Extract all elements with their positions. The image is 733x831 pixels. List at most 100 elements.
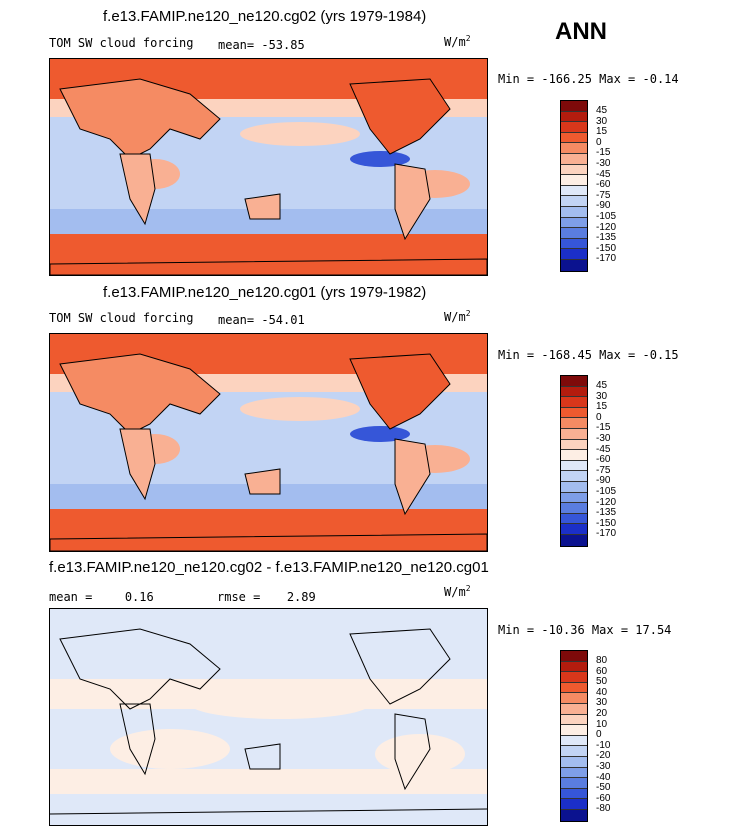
colorbar-tick-label: 30	[596, 697, 608, 709]
colorbar-tick-label: -45	[596, 168, 611, 180]
colorbar-tick-label: -45	[596, 443, 611, 455]
colorbar-tick-label: -105	[596, 486, 617, 497]
panel-3-map-field	[50, 609, 487, 825]
colorbar-swatch	[561, 460, 587, 472]
panel-3-map	[49, 608, 488, 826]
colorbar-tick-label: 10	[596, 718, 608, 730]
panel-2-units: W/m2	[444, 309, 471, 324]
colorbar-swatch	[561, 143, 587, 154]
colorbar-swatch	[561, 450, 587, 461]
colorbar-swatch	[561, 249, 587, 260]
colorbar-tick-label: -80	[596, 803, 611, 815]
panel-2-field-label: TOM SW cloud forcing	[49, 311, 194, 325]
colorbar-tick-label: -60	[596, 454, 611, 466]
panel-3-title: f.e13.FAMIP.ne120_ne120.cg02 - f.e13.FAM…	[49, 559, 489, 576]
colorbar-tick-label: -15	[596, 422, 611, 434]
colorbar-swatch	[561, 788, 587, 800]
colorbar-tick-label: -170	[596, 528, 617, 540]
colorbar-swatch	[561, 481, 587, 493]
colorbar-tick-label: 0	[596, 729, 602, 741]
panel-1-title: f.e13.FAMIP.ne120_ne120.cg02 (yrs 1979-1…	[103, 8, 427, 25]
colorbar-tick-label: -120	[596, 496, 617, 508]
colorbar-tick-label: 50	[596, 676, 608, 688]
colorbar-tick-label: -150	[596, 517, 617, 529]
colorbar-tick-label: -120	[596, 221, 617, 233]
colorbar-swatch	[561, 746, 587, 757]
panel-3-mean: mean = 0.16	[49, 590, 154, 604]
colorbar-swatch	[561, 386, 587, 398]
colorbar-swatch	[561, 809, 587, 821]
colorbar-swatch	[561, 259, 587, 271]
colorbar-swatch	[561, 206, 587, 218]
colorbar-tick-label: -20	[596, 750, 611, 762]
colorbar-swatch	[561, 439, 587, 451]
panel-2-mean: mean= -54.01	[218, 313, 305, 327]
colorbar-swatch	[561, 153, 587, 165]
colorbar-swatch	[561, 703, 587, 715]
colorbar-swatch	[561, 397, 587, 408]
colorbar-tick-label: -170	[596, 253, 617, 265]
panel-3-rmse: rmse = 2.89	[217, 590, 316, 604]
colorbar-swatch	[561, 132, 587, 144]
panel-1-colorbar	[560, 100, 588, 272]
panel-3-rmse-label: rmse =	[217, 590, 261, 604]
colorbar-swatch	[561, 513, 587, 525]
colorbar-tick-label: 80	[596, 655, 608, 666]
panel-3-units: W/m2	[444, 584, 471, 599]
colorbar-tick-label: -75	[596, 189, 611, 201]
panel-3-mean-label: mean =	[49, 590, 93, 604]
colorbar-tick-label: 30	[596, 115, 608, 127]
colorbar-tick-label: -90	[596, 475, 611, 487]
panel-2-mean-label: mean=	[218, 313, 255, 327]
colorbar-swatch	[561, 651, 587, 662]
panel-3-mean-value: 0.16	[124, 590, 154, 604]
colorbar-tick-label: 15	[596, 401, 608, 413]
colorbar-swatch	[561, 376, 587, 387]
colorbar-tick-label: -90	[596, 200, 611, 212]
colorbar-tick-label: -135	[596, 232, 617, 244]
colorbar-swatch	[561, 725, 587, 736]
colorbar-tick-label: -150	[596, 242, 617, 254]
colorbar-tick-label: 45	[596, 380, 608, 391]
colorbar-tick-label: -15	[596, 147, 611, 159]
colorbar-swatch	[561, 428, 587, 440]
colorbar-tick-label: -105	[596, 211, 617, 222]
colorbar-swatch	[561, 217, 587, 229]
panel-2-mean-value: -54.01	[261, 313, 305, 327]
colorbar-tick-label: 0	[596, 136, 602, 148]
colorbar-swatch	[561, 164, 587, 176]
colorbar-swatch	[561, 714, 587, 726]
colorbar-swatch	[561, 492, 587, 504]
colorbar-tick-label: -50	[596, 782, 611, 794]
colorbar-tick-label: 40	[596, 686, 608, 698]
colorbar-tick-label: 0	[596, 411, 602, 423]
panel-2-minmax: Min = -168.45 Max = -0.15	[498, 348, 679, 362]
colorbar-swatch	[561, 767, 587, 779]
colorbar-swatch	[561, 534, 587, 546]
colorbar-tick-label: 45	[596, 105, 608, 116]
panel-3-rmse-value: 2.89	[286, 590, 316, 604]
colorbar-swatch	[561, 228, 587, 239]
panel-3-colorbar	[560, 650, 588, 822]
colorbar-tick-label: -75	[596, 464, 611, 476]
colorbar-tick-label: -60	[596, 179, 611, 191]
colorbar-swatch	[561, 661, 587, 673]
colorbar-tick-label: -135	[596, 507, 617, 519]
colorbar-tick-label: -30	[596, 761, 611, 772]
panel-1-minmax: Min = -166.25 Max = -0.14	[498, 72, 679, 86]
colorbar-swatch	[561, 735, 587, 747]
colorbar-tick-label: 60	[596, 665, 608, 677]
panel-2-title: f.e13.FAMIP.ne120_ne120.cg01 (yrs 1979-1…	[103, 284, 427, 301]
panel-1-field-label: TOM SW cloud forcing	[49, 36, 194, 50]
colorbar-swatch	[561, 503, 587, 514]
colorbar-tick-label: 15	[596, 126, 608, 138]
colorbar-swatch	[561, 471, 587, 482]
panel-1-map-field	[50, 59, 487, 275]
colorbar-swatch	[561, 175, 587, 186]
colorbar-tick-label: -40	[596, 771, 611, 783]
colorbar-tick-label: 30	[596, 390, 608, 402]
colorbar-swatch	[561, 778, 587, 789]
colorbar-swatch	[561, 418, 587, 429]
season-label: ANN	[555, 18, 607, 45]
colorbar-swatch	[561, 111, 587, 123]
